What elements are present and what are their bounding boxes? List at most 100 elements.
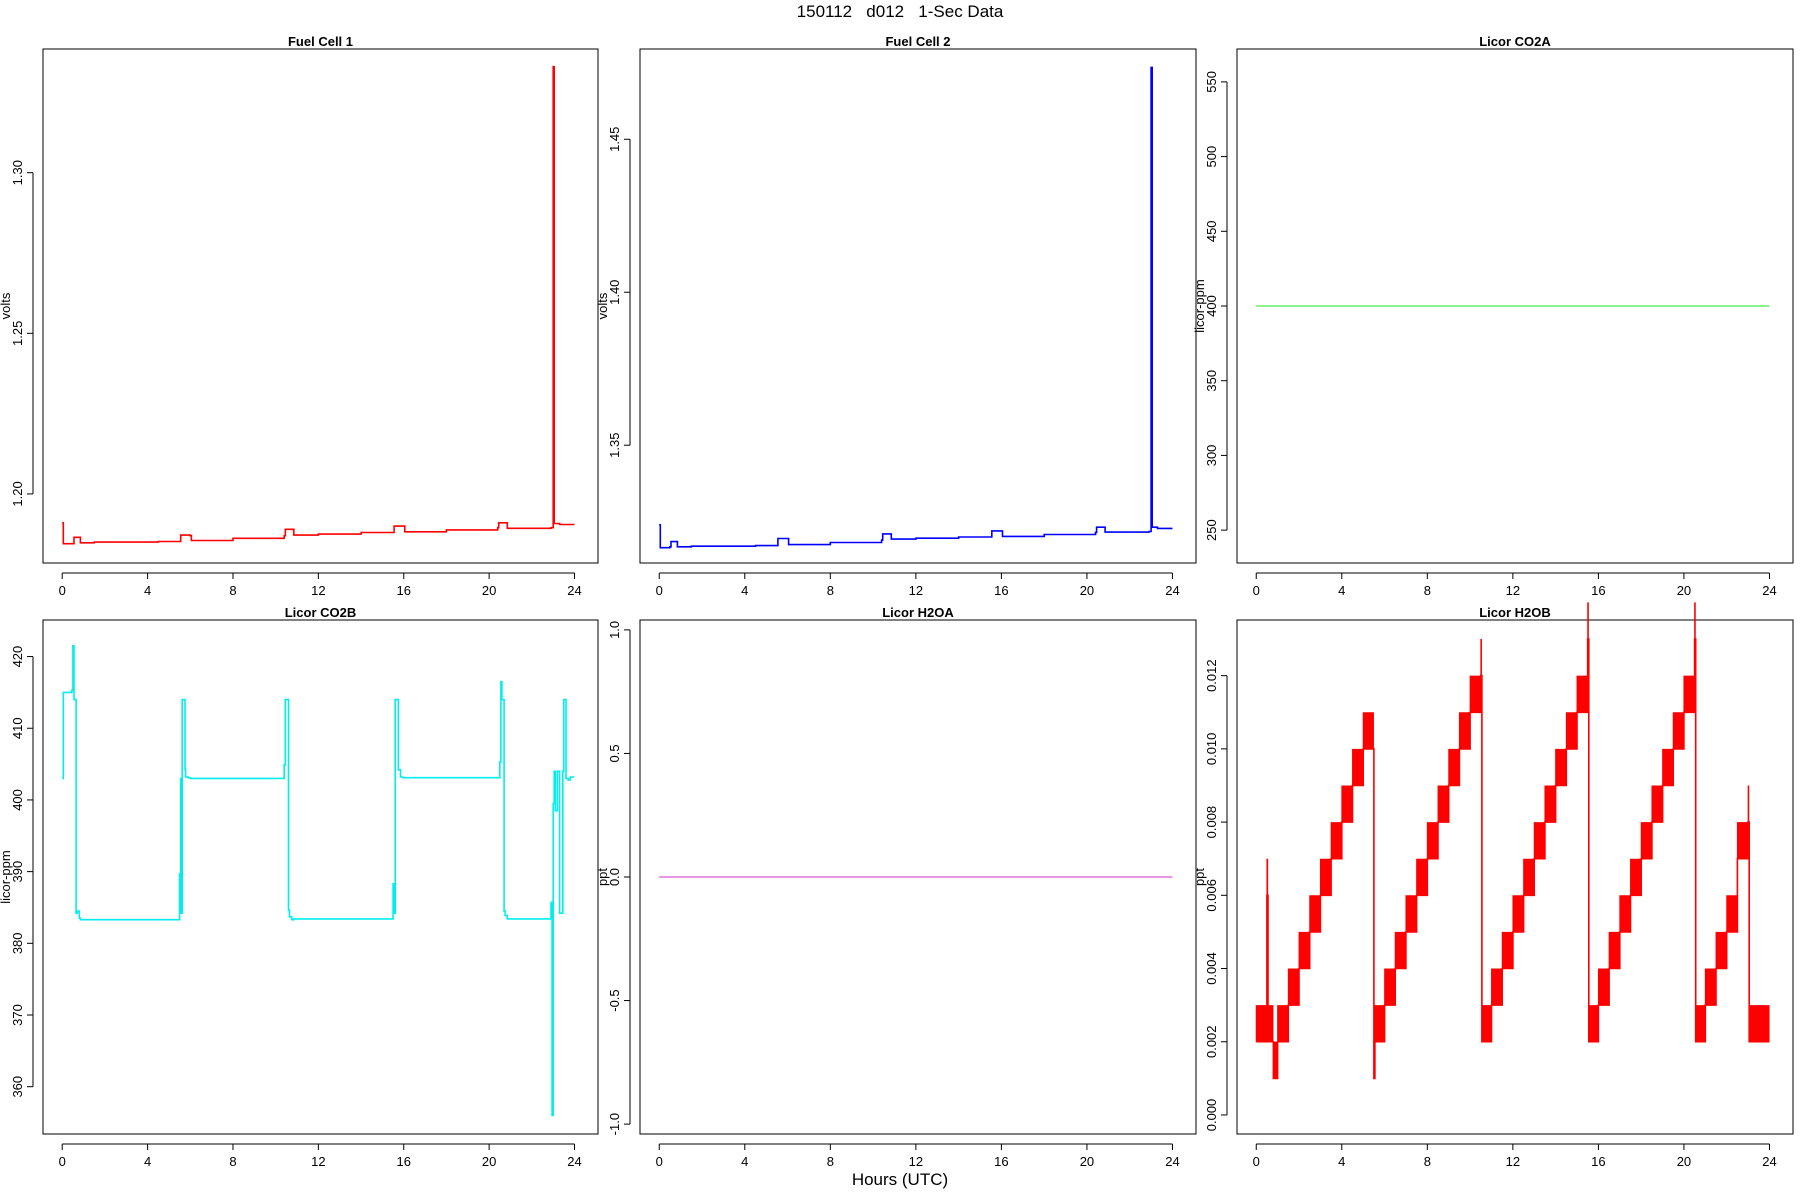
x-tick-label: 16 [397,1154,411,1169]
y-tick-label: 420 [10,646,25,668]
y-tick-label: 250 [1204,519,1219,541]
y-tick-label: 0.000 [1204,1099,1219,1132]
plot-frame [639,48,1197,564]
y-tick-label: 350 [1204,370,1219,392]
y-axis-label: licor-ppm [1192,279,1207,332]
chart-title: Licor CO2B [285,605,357,620]
x-tick-label: 16 [397,583,411,598]
x-tick-label: 8 [827,583,834,598]
y-tick-label: 0.010 [1204,733,1219,766]
x-tick-label: 4 [144,583,151,598]
x-tick-label: 12 [1506,583,1520,598]
y-tick-label: 360 [10,1076,25,1098]
x-tick-label: 12 [311,583,325,598]
y-tick-label: 1.45 [607,127,622,152]
y-tick-label: 390 [10,861,25,883]
plot-frame [42,619,599,1135]
x-tick-label: 8 [229,583,236,598]
y-tick-label: 500 [1204,146,1219,168]
plot-frame [1236,48,1794,564]
x-tick-label: 20 [482,1154,496,1169]
figure-title: 150112 d012 1-Sec Data [796,2,1004,21]
x-tick-label: 20 [1677,583,1691,598]
series-noise-band [1255,602,1770,1079]
x-tick-label: 24 [567,583,581,598]
y-tick-label: 0.002 [1204,1025,1219,1058]
y-tick-label: 1.0 [607,621,622,639]
x-tick-label: 0 [656,583,663,598]
chart-title: Fuel Cell 1 [288,34,353,49]
y-tick-label: 0.008 [1204,806,1219,839]
y-axis-label: ppt [595,868,610,886]
y-tick-label: 400 [10,789,25,811]
x-tick-label: 8 [1424,1154,1431,1169]
x-tick-label: 4 [1338,583,1345,598]
y-tick-label: 450 [1204,220,1219,242]
x-tick-label: 0 [1253,583,1260,598]
x-tick-label: 24 [1165,583,1179,598]
x-tick-label: 20 [1080,1154,1094,1169]
y-tick-label: 0.012 [1204,659,1219,692]
y-tick-label: -0.5 [607,989,622,1011]
x-tick-label: 24 [1762,1154,1776,1169]
y-tick-label: 1.40 [607,280,622,305]
chart-title: Licor H2OA [882,605,954,620]
chart-title: Licor H2OB [1479,605,1551,620]
x-tick-label: 0 [59,583,66,598]
y-tick-label: 1.30 [10,160,25,185]
y-tick-label: 370 [10,1004,25,1026]
x-tick-label: 12 [909,583,923,598]
chart-panel: Licor CO2A 0 4 8 12 16 20 24 250 300 350 400 450 500 5… [1192,34,1794,598]
y-tick-label: 0.0 [607,868,622,886]
x-tick-label: 16 [994,583,1008,598]
y-axis-label: volts [0,292,13,319]
x-tick-label: 8 [1424,583,1431,598]
x-tick-label: 12 [1506,1154,1520,1169]
y-tick-label: 1.20 [10,481,25,506]
x-tick-label: 20 [482,583,496,598]
x-tick-label: 24 [567,1154,581,1169]
x-axis-caption: Hours (UTC) [851,1170,949,1189]
chart-title: Licor CO2A [1479,34,1551,49]
x-tick-label: 24 [1762,583,1776,598]
x-tick-label: 4 [1338,1154,1345,1169]
y-axis-label: licor-ppm [0,850,13,903]
series-line [62,645,575,1117]
y-tick-label: 1.25 [10,321,25,346]
chart-title: Fuel Cell 2 [885,34,950,49]
x-tick-label: 0 [59,1154,66,1169]
x-tick-label: 8 [229,1154,236,1169]
x-tick-label: 20 [1677,1154,1691,1169]
chart-panel: Fuel Cell 1 0 4 8 12 16 20 24 1.20 1.25 1.30 volts [0,34,599,598]
chart-panel: Licor H2OB 0 4 8 12 16 20 24 0.000 0.002 0.004 0.00… [1192,602,1794,1169]
plot-frame [42,48,599,564]
x-tick-label: 16 [1591,583,1605,598]
x-tick-label: 4 [144,1154,151,1169]
plot-frame [1236,619,1794,1135]
x-tick-label: 0 [656,1154,663,1169]
y-tick-label: -1.0 [607,1113,622,1135]
y-axis-label: volts [595,292,610,319]
y-tick-label: 0.5 [607,744,622,762]
y-tick-label: 1.35 [607,433,622,458]
y-tick-label: 380 [10,932,25,954]
series-line [62,65,575,545]
y-tick-label: 550 [1204,71,1219,93]
x-tick-label: 24 [1165,1154,1179,1169]
y-tick-label: 400 [1204,295,1219,317]
y-tick-label: 0.004 [1204,952,1219,985]
y-tick-label: 0.006 [1204,879,1219,912]
y-axis-label: ppt [1192,868,1207,886]
y-tick-label: 410 [10,717,25,739]
x-tick-label: 8 [827,1154,834,1169]
chart-panel: Fuel Cell 2 0 4 8 12 16 20 24 1.35 1.40 1.45 volts [595,34,1197,598]
x-tick-label: 0 [1253,1154,1260,1169]
x-tick-label: 20 [1080,583,1094,598]
x-tick-label: 4 [741,1154,748,1169]
chart-panel: Licor H2OA 0 4 8 12 16 20 24 -1.0 -0.5 0.0 0.5 1.0 pp… [595,605,1197,1169]
x-tick-label: 16 [1591,1154,1605,1169]
chart-panel: Licor CO2B 0 4 8 12 16 20 24 360 370 380 390 400 410 4… [0,605,599,1169]
x-tick-label: 12 [909,1154,923,1169]
x-tick-label: 12 [311,1154,325,1169]
x-tick-label: 4 [741,583,748,598]
